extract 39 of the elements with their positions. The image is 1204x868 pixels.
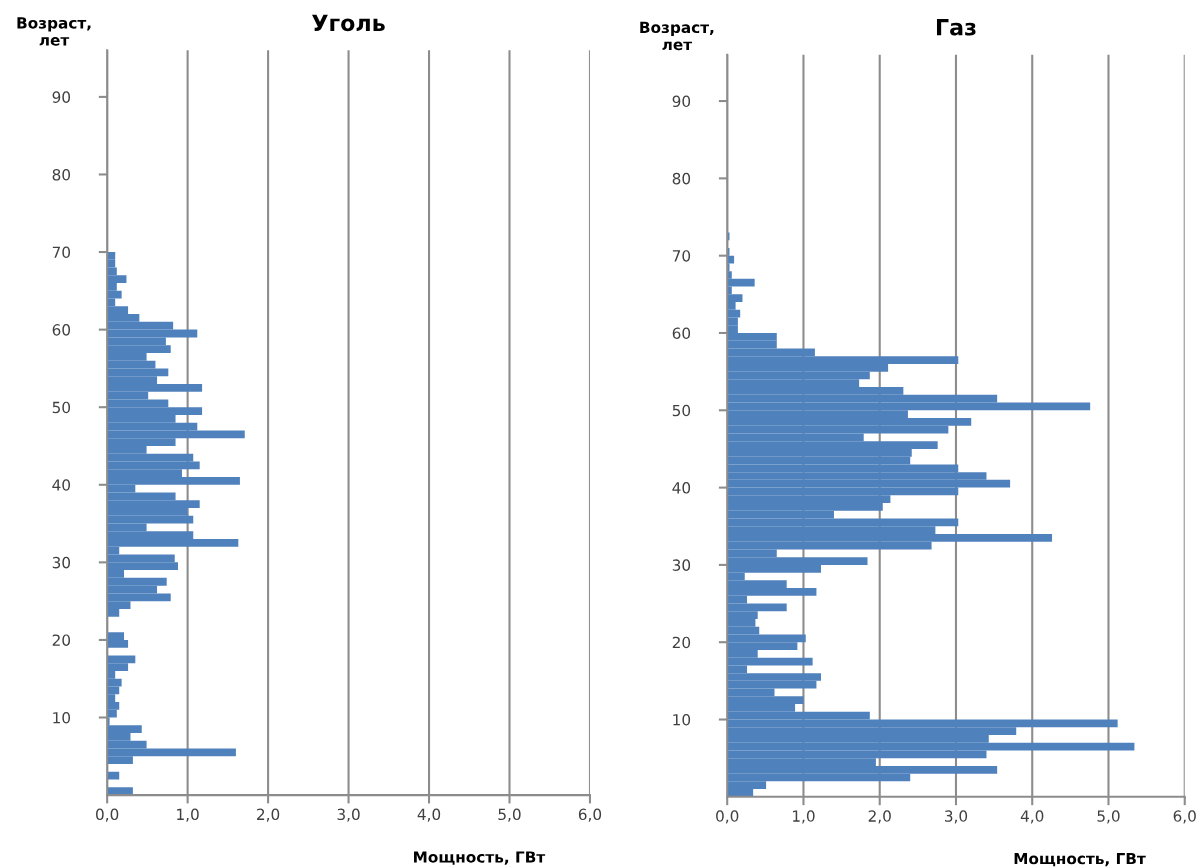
x-tick-label: 6,0 — [578, 808, 602, 822]
y-tick-label: 40 — [672, 482, 691, 494]
y-tick-label: 90 — [672, 95, 691, 108]
x-tick-label: 2,0 — [868, 810, 891, 824]
y-tick-label: 10 — [673, 713, 691, 726]
y-tick-label: 60 — [52, 324, 71, 336]
x-tick-label: 3,0 — [337, 808, 360, 822]
x-axis-title: Мощность, ГВт — [414, 851, 546, 865]
chart-title: Уголь — [312, 14, 385, 32]
y-tick-label: 70 — [672, 250, 691, 262]
x-tick-label: 4,0 — [417, 808, 441, 822]
x-tick-label: 0,0 — [716, 810, 739, 824]
y-axis-title: Возраст, лет — [17, 17, 91, 46]
y-tick-label: 20 — [672, 636, 691, 649]
x-tick-label: 4,0 — [1020, 810, 1044, 824]
y-tick-label: 20 — [52, 634, 71, 646]
x-tick-label: 0,0 — [96, 808, 119, 822]
x-axis-title: Мощность, ГВт — [1014, 852, 1146, 867]
y-axis-title: Возраст, лет — [640, 21, 714, 51]
y-tick-label: 30 — [52, 556, 71, 569]
y-tick-label: 80 — [672, 172, 691, 185]
y-tick-label: 50 — [52, 401, 71, 414]
y-tick-label: 10 — [53, 711, 71, 724]
y-tick-label: 80 — [52, 168, 71, 181]
x-tick-label: 2,0 — [257, 808, 280, 822]
x-tick-label: 1,0 — [793, 810, 815, 824]
y-tick-label: 50 — [672, 404, 691, 417]
x-tick-label: 1,0 — [177, 808, 199, 822]
y-tick-label: 40 — [52, 479, 71, 491]
bar — [107, 771, 120, 780]
y-tick-label: 60 — [672, 327, 691, 340]
y-tick-label: 70 — [52, 246, 71, 259]
x-tick-label: 6,0 — [1173, 810, 1196, 824]
y-tick-label: 30 — [672, 559, 691, 571]
x-tick-label: 5,0 — [498, 808, 521, 822]
chart-title: Газ — [936, 19, 976, 36]
x-tick-label: 3,0 — [944, 810, 968, 824]
x-tick-label: 5,0 — [1097, 810, 1120, 824]
y-tick-label: 90 — [52, 91, 71, 103]
